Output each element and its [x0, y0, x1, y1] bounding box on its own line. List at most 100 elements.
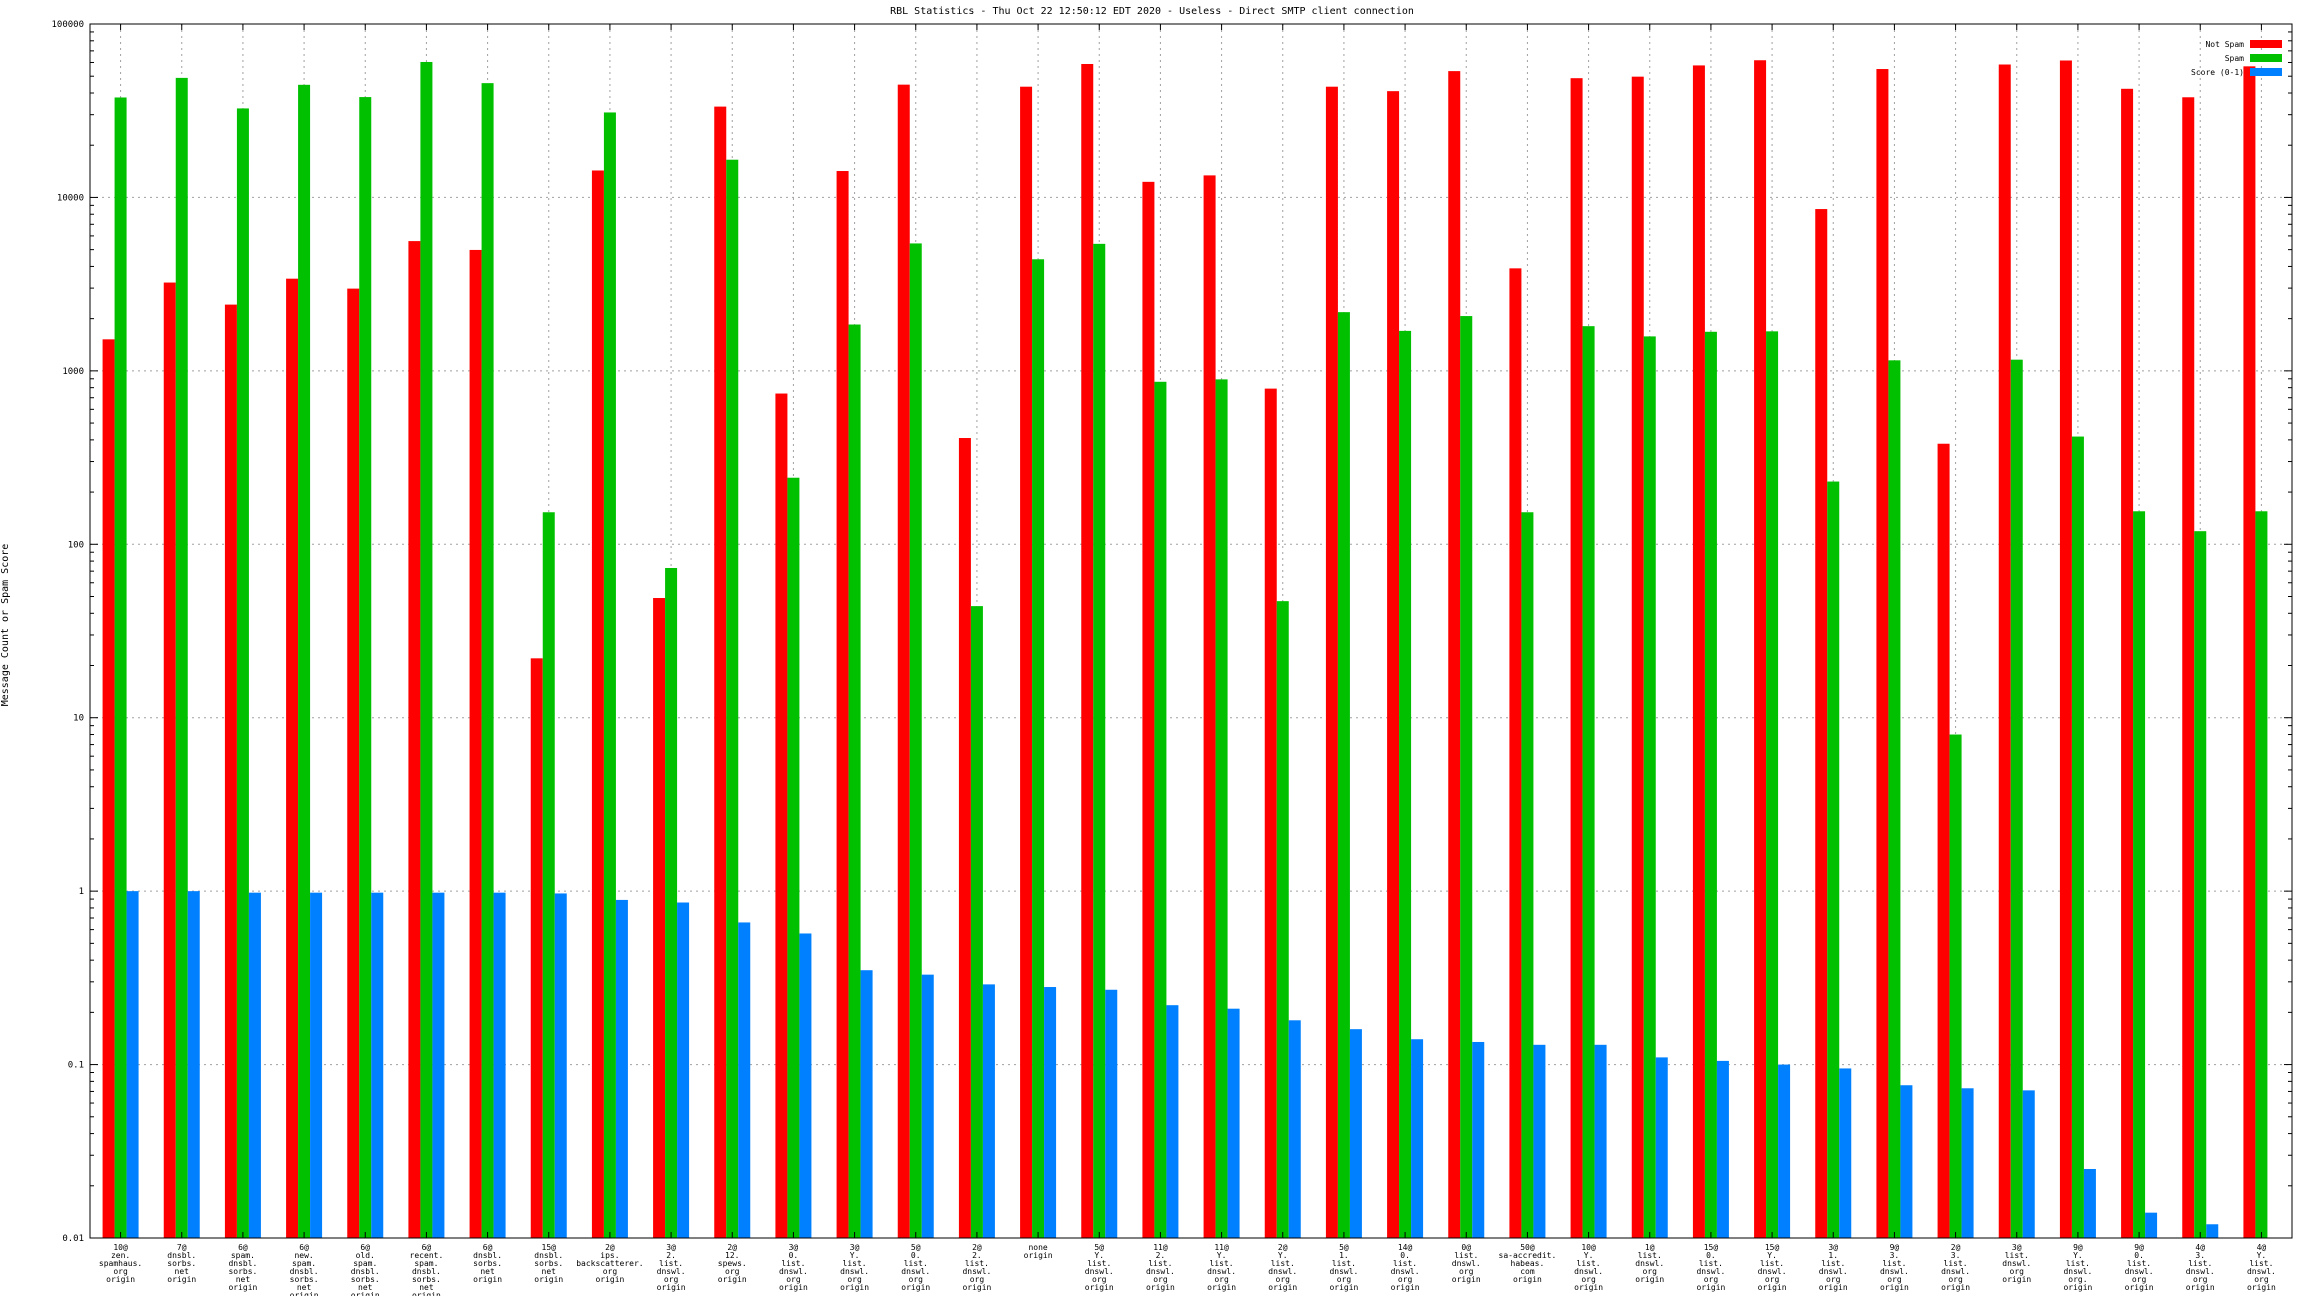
bar-not-spam: [958, 438, 971, 1238]
bar-score-0-1: [738, 922, 751, 1238]
category-label-line: list.: [1944, 1259, 1968, 1268]
plot-frame: [89, 23, 2293, 1239]
category-label-line: org: [1765, 1275, 1780, 1284]
category-label-line: org: [909, 1275, 924, 1284]
category-label-line: 1@: [1645, 1243, 1655, 1252]
bar-not-spam: [775, 393, 788, 1238]
bar-not-spam: [1692, 65, 1705, 1238]
category-label-line: sa-accredit.: [1499, 1251, 1557, 1260]
bar-not-spam: [897, 84, 910, 1238]
category-label-line: org: [664, 1275, 679, 1284]
bar-spam: [1093, 243, 1106, 1239]
category-label-line: origin: [1696, 1283, 1725, 1292]
bar-spam: [970, 606, 983, 1238]
bar-score-0-1: [2022, 1090, 2035, 1238]
category-label: 0@ list. dnswl. org origin: [1452, 1243, 1481, 1284]
category-label: 6@ dnsbl. sorbs. net origin: [473, 1243, 502, 1284]
category-label-line: dnswl.: [1329, 1267, 1358, 1276]
category-label-line: Y.: [2257, 1251, 2267, 1260]
category-label-line: list.: [965, 1259, 989, 1268]
category-label-line: dnswl.: [1207, 1267, 1236, 1276]
category-label-line: origin: [595, 1275, 624, 1284]
category-label-line: org: [970, 1275, 985, 1284]
bar-not-spam: [1448, 71, 1461, 1239]
category-label-line: dnswl.: [2186, 1267, 2215, 1276]
category-label-line: 12.: [725, 1251, 739, 1260]
category-label-line: dnsbl.: [351, 1267, 380, 1276]
category-label-line: 2@: [1951, 1243, 1961, 1252]
category-label-line: 11@: [1214, 1243, 1229, 1252]
category-label-line: list.: [1638, 1251, 1662, 1260]
category-label: 6@ recent. spam. dnsbl. sorbs. net origin: [410, 1243, 444, 1296]
category-label-line: 0@: [1461, 1243, 1471, 1252]
category-label-line: origin: [779, 1283, 808, 1292]
bar-not-spam: [1509, 268, 1522, 1239]
category-label-line: origin: [840, 1283, 869, 1292]
category-label-line: dnsbl.: [412, 1267, 441, 1276]
category-label-line: origin: [1268, 1283, 1297, 1292]
bar-score-0-1: [1594, 1044, 1607, 1238]
category-label: 3@ 2. list. dnswl. org origin: [657, 1243, 686, 1292]
category-label-line: 3.: [2195, 1251, 2205, 1260]
bar-spam: [359, 97, 372, 1238]
category-label-line: 9@: [2073, 1243, 2083, 1252]
category-label-line: 10@: [1581, 1243, 1596, 1252]
bar-not-spam: [347, 288, 360, 1238]
bar-score-0-1: [615, 899, 628, 1238]
bar-spam: [1154, 381, 1167, 1238]
category-label: 14@ 0. list. dnswl. org origin: [1391, 1243, 1420, 1292]
legend: Not Spam Spam Score (0-1): [2191, 40, 2282, 77]
bar-score-0-1: [2206, 1224, 2219, 1238]
category-label-line: net: [480, 1267, 495, 1276]
chart-title: RBL Statistics - Thu Oct 22 12:50:12 EDT…: [890, 6, 1414, 17]
bar-spam: [909, 243, 922, 1238]
category-label-line: 3@: [850, 1243, 860, 1252]
category-label-line: 2.: [972, 1251, 982, 1260]
category-label-line: list.: [1148, 1259, 1172, 1268]
category-label-line: list.: [1882, 1259, 1906, 1268]
category-label-line: dnswl.: [2247, 1267, 2276, 1276]
category-label-line: org: [1581, 1275, 1596, 1284]
category-label: 2@ Y. list. dnswl. org origin: [1268, 1243, 1297, 1292]
category-label-line: org: [603, 1267, 618, 1276]
category-label-line: dnswl.: [1146, 1267, 1175, 1276]
category-label-line: spam.: [231, 1251, 255, 1260]
category-label-line: dnswl.: [2063, 1267, 2092, 1276]
category-label-line: org: [1337, 1275, 1352, 1284]
bar-spam: [298, 84, 311, 1239]
category-label-line: origin: [534, 1275, 563, 1284]
category-label: 6@ old. spam. dnsbl. sorbs. net origin: [351, 1243, 380, 1296]
category-label: 3@ 1. list. dnswl. org origin: [1819, 1243, 1848, 1292]
category-label-line: backscatterer.: [576, 1259, 643, 1268]
bar-not-spam: [653, 598, 666, 1238]
bar-spam: [2071, 436, 2084, 1238]
category-label-line: 2.: [1156, 1251, 1166, 1260]
category-label-line: 1.: [1828, 1251, 1838, 1260]
bar-spam: [1827, 481, 1840, 1238]
category-label-line: 3@: [789, 1243, 799, 1252]
category-label-line: list.: [1271, 1259, 1295, 1268]
bar-score-0-1: [2083, 1168, 2096, 1238]
bar-not-spam: [1203, 175, 1216, 1238]
category-label: 2@ 12. spews. org origin: [718, 1243, 747, 1284]
category-label-line: ips.: [600, 1251, 619, 1260]
category-label-line: 5@: [1094, 1243, 1104, 1252]
category-label-line: origin: [2186, 1283, 2215, 1292]
category-label-line: sorbs.: [473, 1259, 502, 1268]
category-label-line: origin: [2125, 1283, 2154, 1292]
category-label: 3@ list. dnswl. org origin: [2002, 1243, 2031, 1284]
category-label-line: 2@: [605, 1243, 615, 1252]
bar-score-0-1: [1166, 1005, 1179, 1238]
category-label-line: 0.: [1400, 1251, 1410, 1260]
category-label-line: net: [358, 1283, 373, 1292]
category-label-line: Y.: [1584, 1251, 1594, 1260]
category-label: 5@ Y. list. dnswl. org origin: [1085, 1243, 1114, 1292]
category-label-line: dnswl.: [962, 1267, 991, 1276]
category-label-line: list.: [1332, 1259, 1356, 1268]
category-label: 11@ Y. list. dnswl. org origin: [1207, 1243, 1236, 1292]
category-label-line: com: [1520, 1267, 1535, 1276]
category-label-line: origin: [1880, 1283, 1909, 1292]
category-label-line: list.: [1087, 1259, 1111, 1268]
